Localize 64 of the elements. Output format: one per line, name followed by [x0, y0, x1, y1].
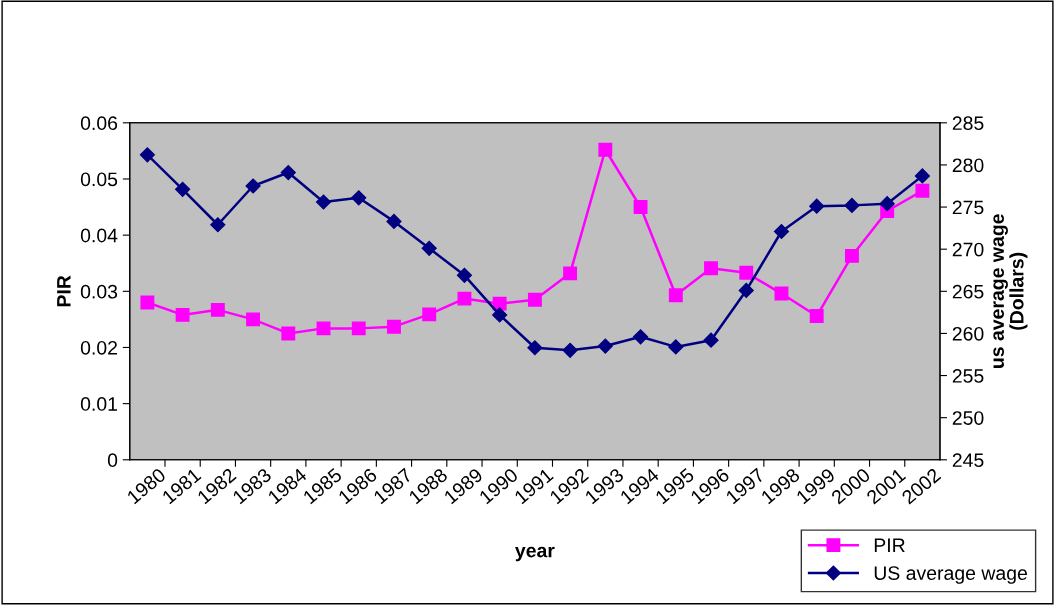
y2-tick-label: 270	[952, 242, 984, 257]
point	[527, 292, 542, 307]
point	[632, 329, 649, 345]
point	[633, 200, 648, 215]
y-tick-label: 0.04	[80, 228, 118, 243]
y2-tick-label: 285	[952, 116, 984, 131]
point	[456, 267, 472, 283]
legend-label: US average wage	[874, 566, 1027, 584]
point	[140, 295, 155, 310]
point	[492, 307, 508, 323]
point	[844, 197, 860, 213]
y2-tick-label: 265	[952, 284, 984, 299]
point	[915, 183, 930, 198]
point	[351, 321, 366, 336]
point	[421, 240, 437, 256]
point	[704, 261, 718, 276]
point	[809, 198, 825, 214]
point	[175, 181, 191, 197]
y2-tick-label: 280	[952, 158, 984, 173]
point	[914, 168, 930, 184]
y-tick-label: 0.06	[80, 116, 118, 131]
y2-tick-label: 275	[952, 200, 984, 215]
point	[738, 282, 754, 299]
point	[210, 302, 225, 317]
point	[562, 342, 578, 358]
y-tick-label: 0.05	[80, 172, 118, 187]
point	[527, 340, 543, 356]
point	[386, 213, 402, 229]
point	[315, 194, 332, 210]
y-axis-title: PIR	[57, 275, 71, 307]
x-axis-title: year	[515, 546, 555, 562]
point	[739, 265, 754, 280]
y-tick-label: 0	[107, 453, 118, 468]
y2-tick-label: 255	[952, 369, 984, 383]
y-tick-label: 0.02	[80, 340, 117, 355]
point	[281, 326, 296, 341]
y2-tick-label: 245	[952, 453, 984, 468]
point	[246, 312, 261, 327]
y-tick-label: 0.01	[80, 397, 118, 411]
y2-tick-label: 260	[952, 326, 984, 341]
point	[703, 332, 719, 348]
point	[597, 338, 613, 354]
y2-tick-label: 250	[952, 411, 984, 425]
point	[809, 309, 824, 323]
point	[598, 142, 613, 157]
point	[210, 217, 226, 233]
point	[175, 307, 190, 322]
point	[668, 288, 683, 303]
y2-axis-title: us average wage (Dollars)	[993, 214, 1028, 368]
point	[245, 178, 261, 194]
point	[563, 266, 578, 281]
point	[457, 291, 472, 306]
point	[844, 248, 859, 263]
point	[351, 190, 367, 206]
point	[387, 319, 401, 334]
point	[773, 223, 790, 240]
point	[668, 339, 684, 355]
point	[422, 307, 437, 322]
legend-label: PIR	[874, 538, 905, 552]
point	[280, 164, 296, 181]
point	[316, 321, 331, 336]
point	[879, 196, 895, 212]
point	[139, 147, 155, 163]
y-tick-label: 0.03	[80, 284, 118, 299]
